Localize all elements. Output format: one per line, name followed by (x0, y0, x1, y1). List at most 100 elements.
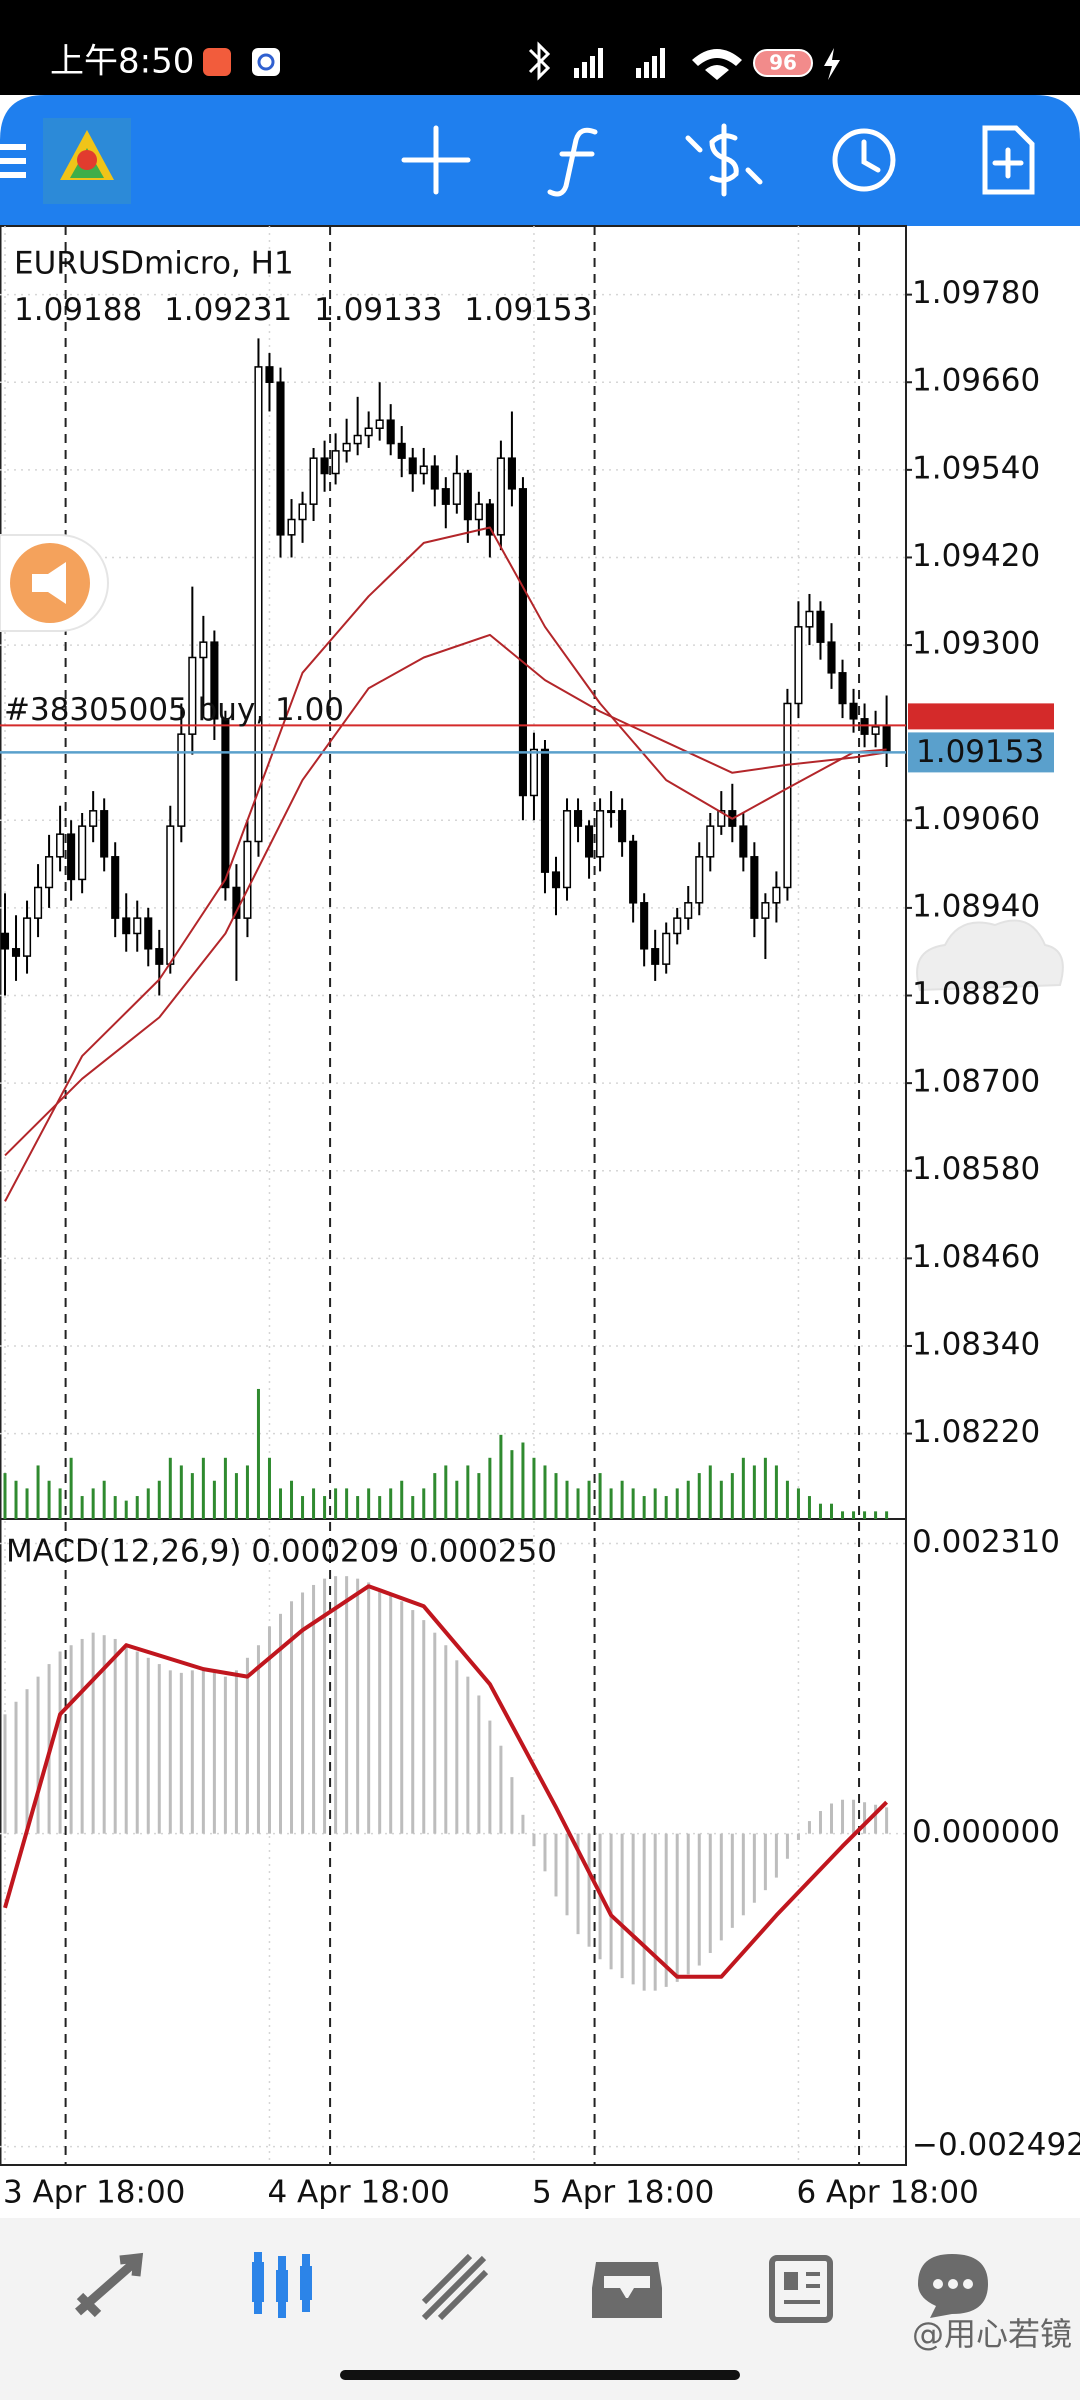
macd-histogram-bar (124, 1645, 128, 1834)
announcement-button[interactable] (0, 534, 109, 632)
chat-tab[interactable] (918, 2254, 988, 2318)
macd-histogram-bar (3, 1714, 7, 1834)
candle-body (188, 656, 197, 735)
crosshair-button[interactable] (401, 125, 471, 195)
macd-tick-label: 0.000000 (912, 1814, 1060, 1850)
moving-average (4, 633, 887, 1157)
y-tick-label: 1.08940 (912, 888, 1040, 924)
macd-histogram-bar (345, 1576, 349, 1834)
trade-tab[interactable] (421, 2253, 489, 2321)
chart-frame (0, 225, 907, 2166)
candle-body (353, 434, 362, 445)
x-tick-label: 5 Apr 18:00 (532, 2175, 714, 2211)
volume-bar (609, 1488, 613, 1519)
charging-icon (824, 48, 840, 80)
candle-body (408, 457, 417, 475)
macd-histogram-bar (245, 1657, 249, 1834)
toolbar (0, 95, 1080, 226)
macd-histogram-bar (763, 1833, 767, 1891)
menu-button[interactable] (0, 144, 26, 178)
candle-body (805, 610, 814, 628)
macd-histogram-bar (807, 1821, 811, 1834)
macd-histogram-bar (796, 1833, 800, 1840)
candle-body (474, 503, 483, 521)
macd-histogram-bar (576, 1833, 580, 1935)
indicators-button[interactable] (547, 127, 598, 197)
macd-title: MACD(12,26,9) 0.000209 0.000250 (6, 1534, 557, 1570)
volume-bar (697, 1473, 701, 1519)
macd-histogram-bar (708, 1833, 712, 1953)
volume-bar (543, 1465, 547, 1519)
high-value: 1.09231 (164, 292, 292, 328)
battery-level: 96 (769, 51, 797, 75)
macd-histogram-bar (774, 1833, 778, 1878)
timeframe-button[interactable] (832, 128, 896, 192)
bottom-nav (0, 2218, 1080, 2400)
volume-bar (267, 1457, 271, 1519)
volume-bar (885, 1511, 889, 1519)
macd-histogram-bar (697, 1833, 701, 1966)
nav-icons (75, 2252, 988, 2323)
volume-bar (223, 1457, 227, 1519)
candle-body (827, 641, 836, 674)
macd-histogram-bar (267, 1626, 271, 1834)
open-value: 1.09188 (14, 292, 142, 328)
candle-body (67, 833, 76, 881)
volume-bar (477, 1473, 481, 1519)
y-tick-label: 1.08460 (912, 1239, 1040, 1275)
candle-body (507, 457, 516, 490)
candle-body (607, 810, 616, 814)
candle-body (860, 718, 869, 735)
macd-histogram-bar (675, 1833, 679, 1982)
close-value: 1.09153 (464, 292, 592, 328)
macd-histogram-bar (367, 1582, 371, 1834)
volume-bar (598, 1473, 602, 1519)
history-tab[interactable] (592, 2262, 662, 2318)
volume-bar (807, 1496, 811, 1519)
volume-bar (312, 1488, 316, 1519)
volume-bar (190, 1473, 194, 1519)
macd-histogram-bar (510, 1777, 514, 1834)
low-value: 1.09133 (314, 292, 442, 328)
macd-histogram-bar (455, 1660, 459, 1834)
volume-bar (874, 1511, 878, 1519)
candle-body (761, 902, 770, 919)
candle-body (221, 718, 230, 889)
volume-bar (576, 1488, 580, 1519)
candle-body (419, 465, 428, 475)
y-tick-label: 1.08340 (912, 1326, 1040, 1362)
volume-bar (830, 1503, 833, 1519)
volume-bar (378, 1496, 382, 1519)
chart-tab[interactable] (252, 2252, 312, 2318)
candle-body (684, 902, 693, 919)
volume-bar (785, 1480, 789, 1519)
app-logo[interactable] (43, 118, 131, 204)
x-tick-label: 6 Apr 18:00 (796, 2175, 978, 2211)
x-tick-label: 4 Apr 18:00 (267, 2175, 449, 2211)
candle-body (540, 748, 550, 873)
candle-body (144, 917, 153, 950)
macd-histogram-bar (58, 1651, 62, 1834)
macd-histogram-bar (499, 1745, 503, 1834)
floating-bubble[interactable] (916, 919, 1064, 992)
new-order-button[interactable] (982, 125, 1035, 195)
news-tab[interactable] (769, 2255, 833, 2323)
quotes-tab[interactable] (75, 2252, 144, 2318)
watermark: @用心若镜 (912, 2315, 1072, 2353)
symbols-button[interactable] (685, 123, 763, 197)
macd-histogram-bar (378, 1588, 382, 1834)
candle-body (485, 503, 494, 536)
candle-body (573, 810, 583, 827)
volume-bar (3, 1473, 7, 1519)
macd-histogram-bar (730, 1833, 734, 1928)
volume-bar (796, 1488, 800, 1519)
volume-bar (411, 1496, 415, 1519)
volume-bar (301, 1496, 305, 1519)
volume-bar (510, 1450, 514, 1519)
y-tick-label: 1.09780 (912, 275, 1040, 311)
macd-histogram-bar (554, 1833, 558, 1897)
macd-histogram-bar (113, 1638, 117, 1834)
volume-bar (14, 1480, 18, 1519)
macd-histogram-bar (411, 1610, 415, 1834)
